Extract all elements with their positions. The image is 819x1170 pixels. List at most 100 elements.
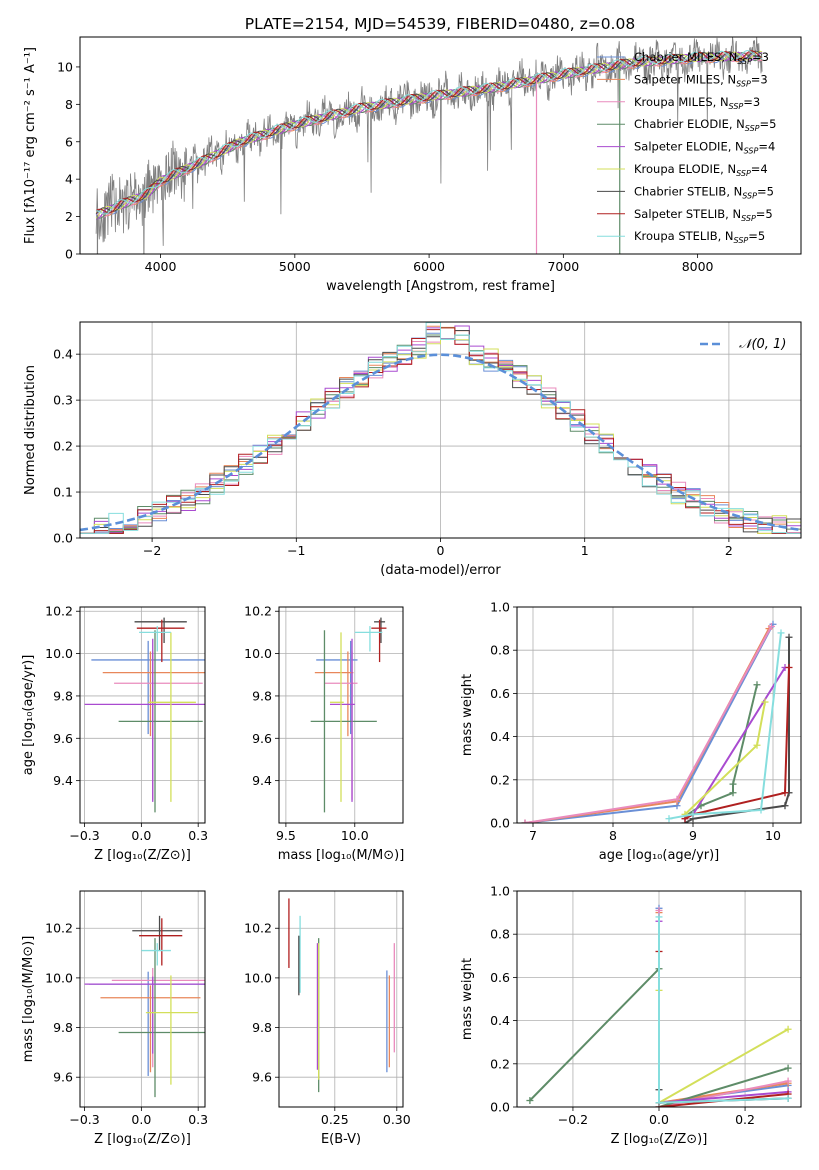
model-spectrum-line: [95, 51, 763, 220]
y-tick-label: 10.2: [244, 921, 272, 936]
x-tick-label: 10: [765, 828, 781, 843]
plot-area: [84, 617, 205, 813]
legend-label: Chabrier MILES, NSSP=3: [634, 50, 769, 66]
mass-weight-marker: [655, 906, 663, 914]
plot-area: [288, 898, 395, 1093]
y-tick-label: 2: [65, 209, 73, 224]
mass-weight-vs-metallicity-panel: −0.2 0.0 0.2 0.0 0.2 0.4 0.6 0.8 1.0 Z [log₁₀(Z/Z…: [460, 884, 802, 1147]
spectrum-panel: 4000 5000 6000 7000 8000 0 2 4 6 8 10 wavelength [A…: [23, 36, 802, 294]
y-tick-label: 6: [65, 134, 73, 149]
y-axis-label: mass [log₁₀(M/M⊙)]: [21, 936, 36, 1063]
y-tick-label: 10: [57, 59, 73, 74]
legend-label-subscript: SSP: [734, 236, 749, 245]
x-axis-label: mass [log₁₀(M/M⊙)]: [278, 848, 405, 863]
plot-area: [95, 37, 763, 254]
legend-label: Kroupa STELIB, NSSP=5: [634, 229, 765, 245]
mass-weight-line: [524, 625, 773, 823]
legend-label-subscript: SSP: [737, 57, 752, 66]
figure-title: PLATE=2154, MJD=54539, FIBERID=0480, z=0…: [245, 15, 635, 33]
mass-weight-marker: [767, 622, 775, 630]
legend-label-subscript: SSP: [744, 147, 759, 156]
y-tick-label: 0.0: [490, 1100, 510, 1115]
legend-label: Salpeter MILES, NSSP=3: [634, 72, 768, 88]
mass-weight-marker: [784, 1077, 792, 1085]
mass-weight-marker: [753, 681, 761, 689]
legend-label-value: =5: [748, 229, 765, 243]
mass-weight-marker: [673, 795, 681, 803]
x-tick-label: 8: [609, 828, 617, 843]
mass-weight-marker: [655, 1099, 663, 1107]
y-tick-label: 9.6: [252, 1070, 272, 1085]
legend-label-text: Chabrier ELODIE, N: [634, 117, 745, 131]
legend-label-value: =4: [758, 140, 775, 154]
x-axis-label: Z [log₁₀(Z/Z⊙)]: [94, 1132, 191, 1147]
legend-label-value: =5: [757, 184, 774, 198]
y-tick-label: 0.0: [490, 816, 510, 831]
legend-label: 𝒩(0, 1): [739, 337, 786, 352]
y-tick-label: 9.4: [53, 773, 73, 788]
mass-weight-marker: [689, 810, 697, 818]
x-tick-label: 0.25: [321, 1112, 349, 1127]
mass-weight-marker: [729, 789, 737, 797]
age-vs-metallicity-panel: −0.3 0.0 0.3 9.4 9.6 9.8 10.0 10.2 Z [log₁₀(Z/Z⊙…: [21, 604, 208, 863]
x-tick-label: 0.0: [131, 828, 151, 843]
y-axis-label: mass weight: [460, 674, 475, 756]
axes-frame: [516, 606, 802, 824]
mass-weight-line: [658, 910, 789, 1107]
mass-weight-marker: [777, 629, 785, 637]
y-tick-label: 10.2: [244, 604, 272, 619]
mass-weight-marker: [665, 815, 673, 823]
x-tick-label: −2: [143, 543, 161, 558]
x-tick-label: −0.2: [558, 1112, 588, 1127]
normal-distribution-curve: [80, 353, 801, 532]
y-tick-label: 9.6: [53, 731, 73, 746]
y-tick-label: 0.2: [53, 439, 73, 454]
age-vs-mass-panel: 9.5 10.0 9.4 9.6 9.8 10.0 10.2 mass [log₁₀(M/M⊙…: [244, 604, 404, 863]
x-tick-label: 0.0: [131, 1112, 151, 1127]
legend-label-text: Kroupa MILES, N: [634, 95, 729, 109]
legend-label-value: =5: [756, 207, 773, 221]
x-tick-label: 4000: [145, 259, 177, 274]
x-tick-label: 0.2: [735, 1112, 755, 1127]
y-tick-label: 0.1: [53, 485, 73, 500]
y-tick-label: 10.2: [45, 604, 73, 619]
x-tick-label: 2: [725, 543, 733, 558]
mass-weight-marker: [784, 1094, 792, 1102]
legend-label-text: Chabrier MILES, N: [634, 50, 737, 64]
y-tick-label: 0.6: [490, 686, 510, 701]
plot-area: [84, 915, 205, 1098]
x-tick-label: 0.0: [649, 1112, 669, 1127]
x-tick-label: 1: [581, 543, 589, 558]
x-axis-label: (data-model)/error: [380, 563, 501, 578]
y-tick-label: 10.0: [45, 970, 73, 985]
model-spectrum-line: [95, 50, 763, 215]
y-tick-label: 0.8: [490, 643, 510, 658]
mass-weight-marker: [526, 1097, 534, 1105]
mass-weight-marker: [753, 741, 761, 749]
y-tick-label: 9.8: [53, 688, 73, 703]
y-tick-label: 9.4: [252, 773, 272, 788]
mass-weight-marker: [521, 819, 529, 823]
x-tick-label: 10.0: [341, 828, 369, 843]
y-tick-label: 10.0: [244, 646, 272, 661]
x-tick-label: 8000: [682, 259, 714, 274]
y-tick-label: 8: [65, 97, 73, 112]
x-tick-label: 7000: [547, 259, 579, 274]
mass-weight-line: [668, 632, 782, 820]
axes-frame: [79, 890, 206, 1108]
legend-label-value: =3: [751, 72, 768, 86]
axes-frame: [79, 36, 802, 255]
x-tick-label: 9: [689, 828, 697, 843]
x-axis-label: Z [log₁₀(Z/Z⊙)]: [94, 848, 191, 863]
x-axis-label: Z [log₁₀(Z/Z⊙)]: [611, 1132, 708, 1147]
x-tick-label: 9.5: [276, 828, 296, 843]
x-tick-label: −0.3: [69, 828, 99, 843]
model-spectrum-line: [96, 50, 763, 215]
axes-frame: [278, 606, 404, 824]
legend-label: Chabrier ELODIE, NSSP=5: [634, 117, 776, 133]
legend-label-subscript: SSP: [736, 79, 751, 88]
plot-area: [80, 322, 801, 534]
y-tick-label: 0.2: [490, 1056, 510, 1071]
mass-vs-ebv-panel: 0.25 0.30 9.6 9.8 10.0 10.2 E(B-V): [244, 890, 411, 1147]
